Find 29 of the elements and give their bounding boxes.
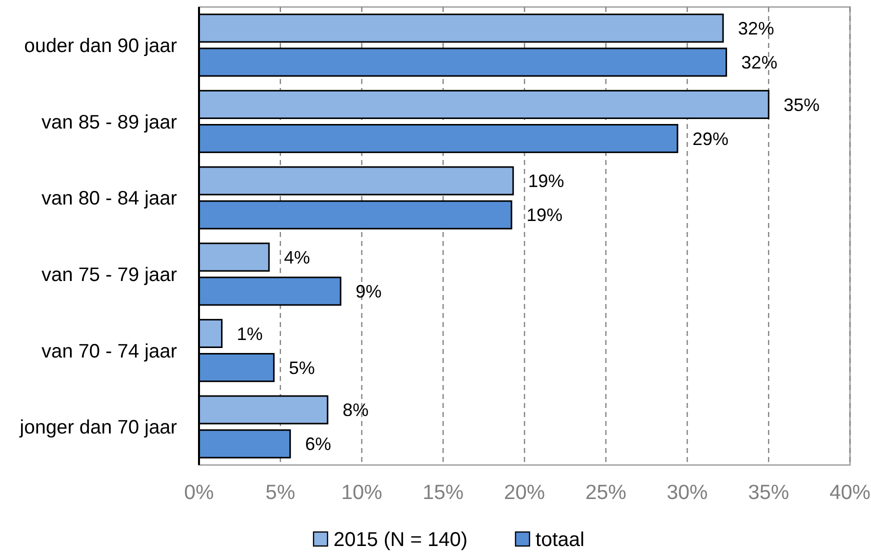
- x-tick-label: 25%: [585, 481, 626, 504]
- y-tick-label: ouder dan 90 jaar: [24, 34, 178, 57]
- y-tick-label: van 75 - 79 jaar: [41, 264, 178, 286]
- data-label: 19%: [526, 205, 563, 226]
- y-tick-label: van 80 - 84 jaar: [41, 188, 178, 210]
- y-tick-label: jonger dan 70 jaar: [18, 416, 178, 439]
- data-label: 6%: [305, 434, 332, 454]
- data-label: 29%: [692, 128, 729, 149]
- data-label: 9%: [356, 281, 382, 302]
- x-tick-label: 5%: [266, 481, 296, 504]
- x-tick-label: 35%: [748, 481, 790, 504]
- legend-label: totaal: [536, 529, 584, 551]
- data-label: 1%: [236, 324, 263, 344]
- x-tick-label: 0%: [184, 481, 214, 504]
- data-label: 4%: [284, 247, 310, 268]
- data-label: 32%: [738, 18, 774, 38]
- data-label: 8%: [342, 400, 369, 420]
- x-tick-label: 40%: [829, 481, 871, 504]
- x-tick-label: 30%: [666, 481, 708, 504]
- y-tick-label: van 70 - 74 jaar: [41, 340, 178, 362]
- y-tick-label: van 85 - 89 jaar: [41, 111, 178, 134]
- x-tick-label: 10%: [341, 481, 382, 504]
- data-label: 35%: [784, 94, 820, 115]
- data-label: 32%: [741, 52, 778, 72]
- legend-label: 2015 (N = 140): [334, 529, 468, 551]
- data-label: 19%: [528, 171, 564, 192]
- data-label: 5%: [288, 358, 315, 378]
- x-tick-label: 15%: [422, 481, 464, 504]
- x-tick-label: 20%: [504, 481, 546, 504]
